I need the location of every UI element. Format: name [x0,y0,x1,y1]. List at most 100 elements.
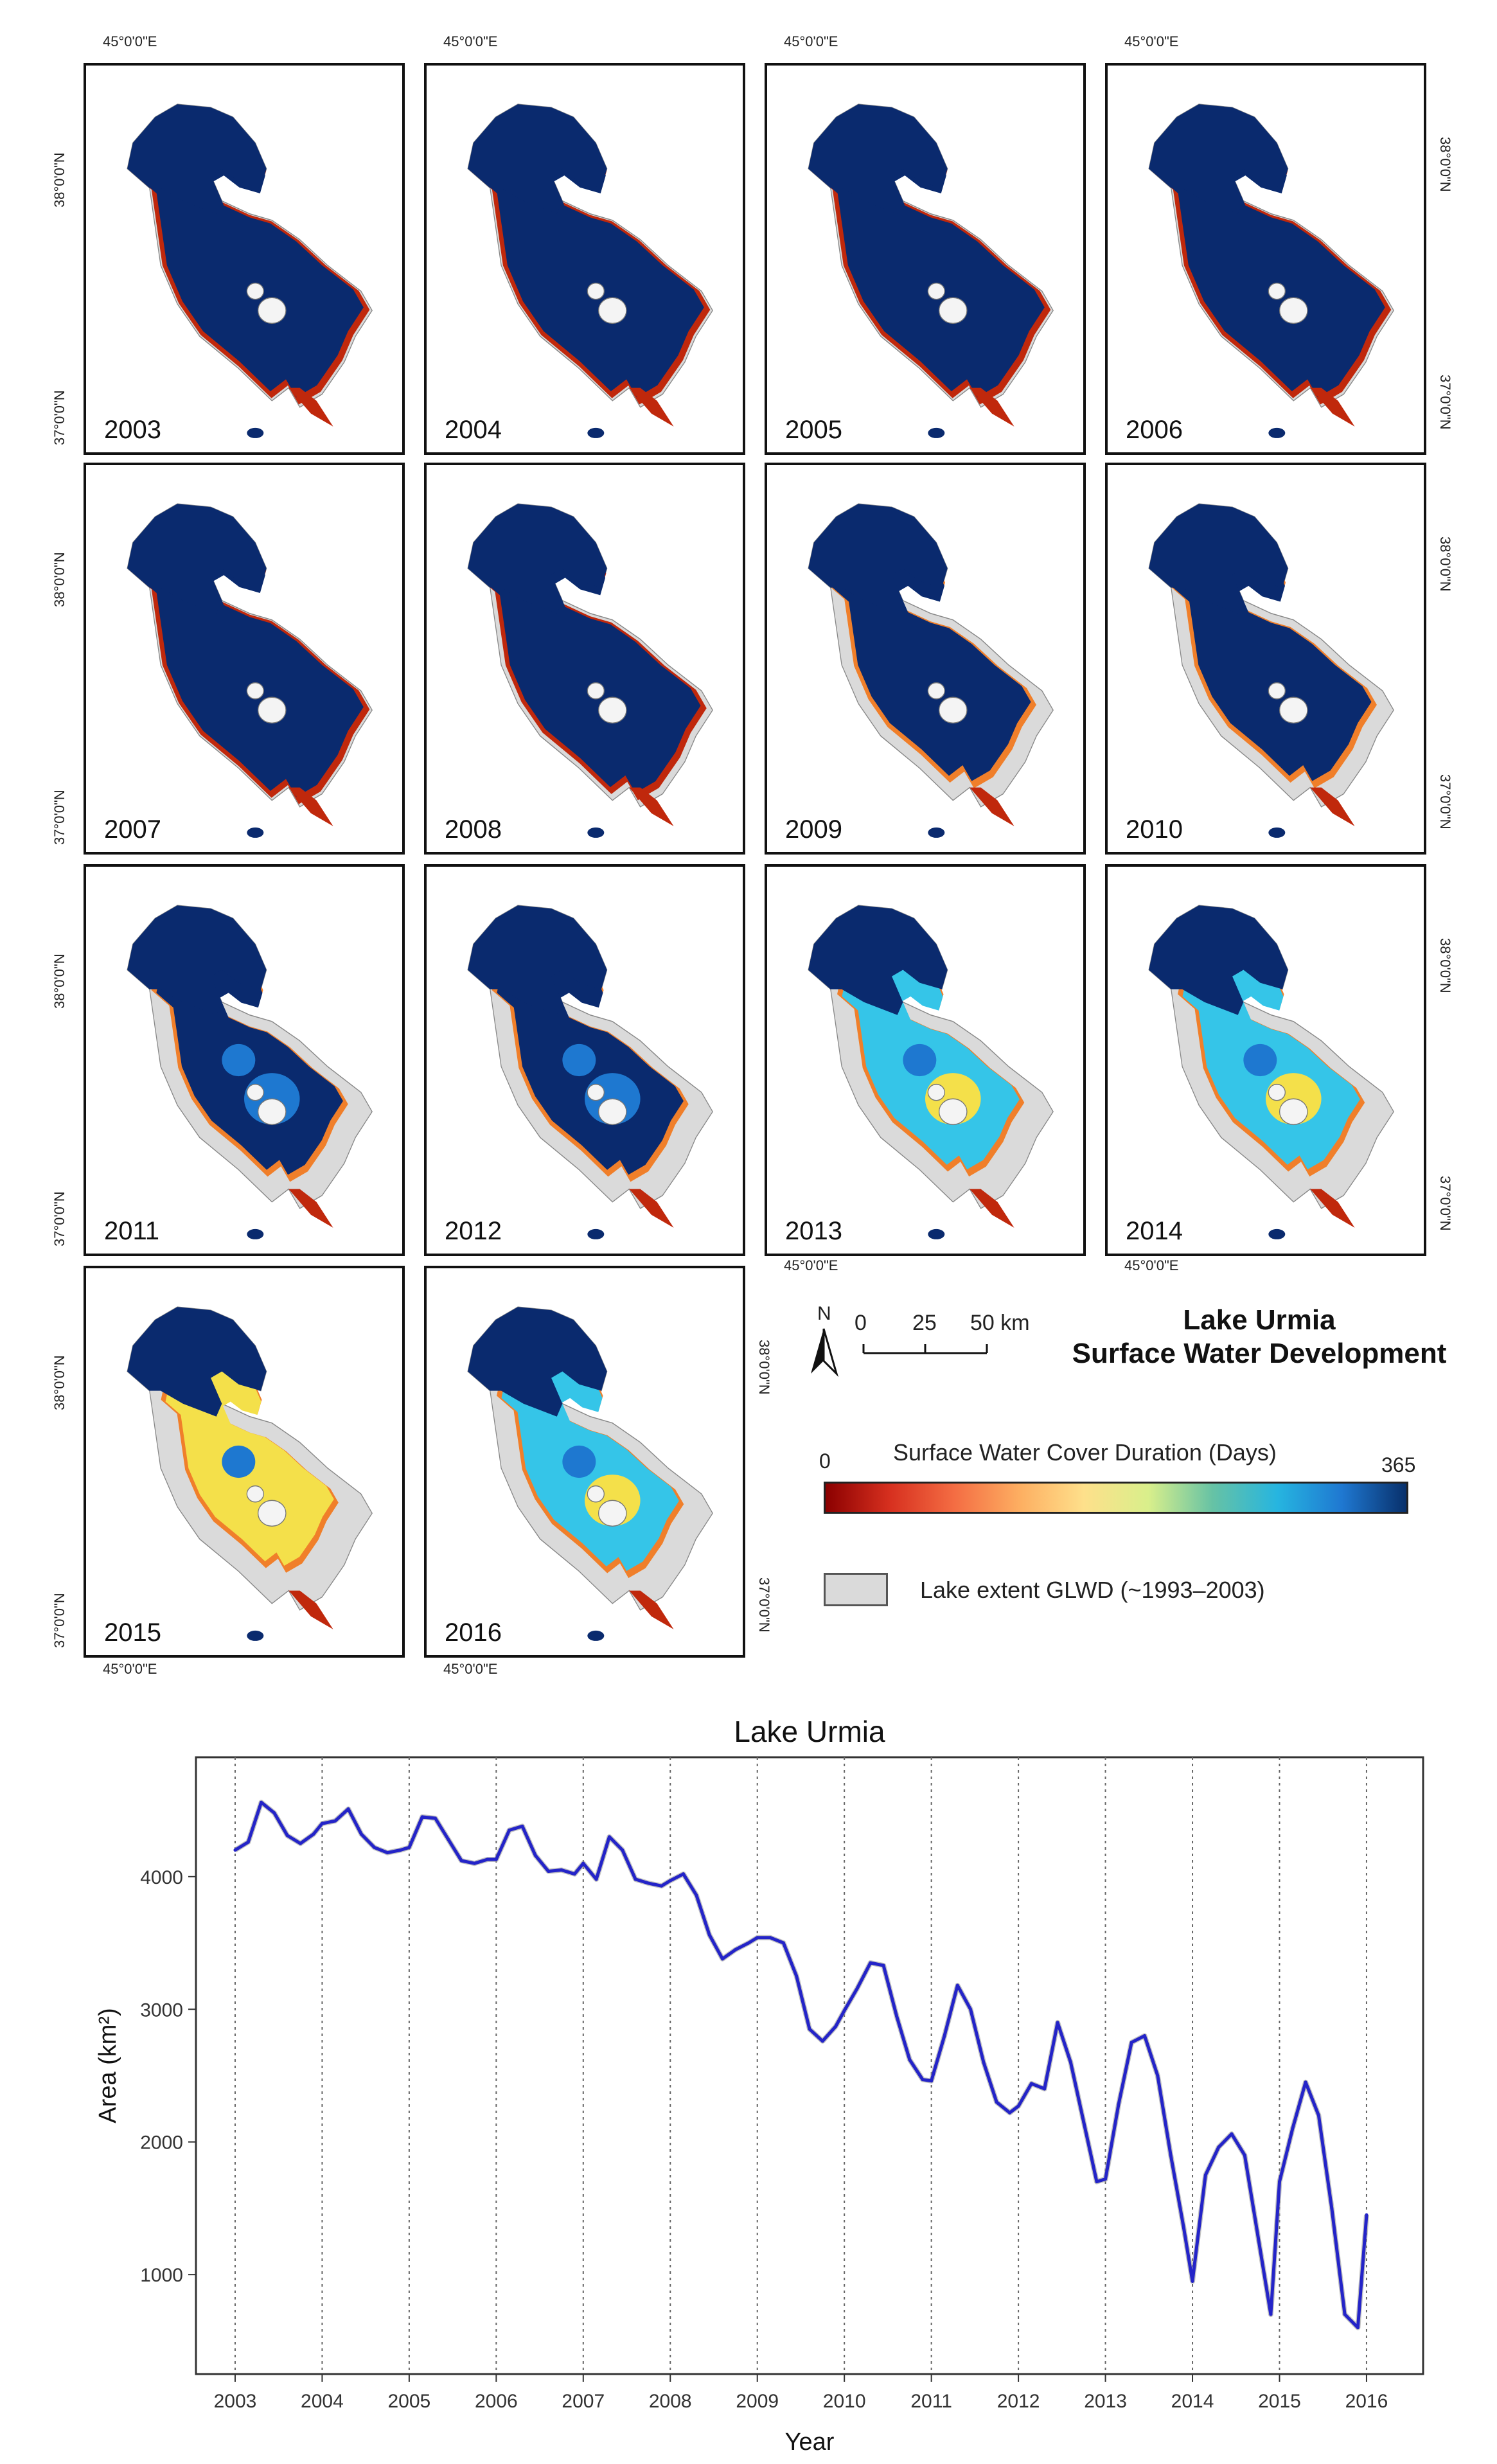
data-point [1230,2132,1234,2136]
data-point [520,1824,524,1828]
map-panel-2016: 2016 [424,1266,745,1658]
map-panel-2004: 2004 [424,63,745,455]
data-point [1117,2103,1121,2107]
map-title-2: Surface Water Development [1072,1338,1447,1369]
lat-label-left: 37°0'0"N [51,390,67,445]
x-tick-label: 2016 [1345,2391,1388,2412]
lake-map-2011 [127,905,373,1239]
data-point [359,1832,363,1836]
data-point [547,1870,551,1874]
data-point [1291,2127,1295,2131]
data-point [320,1821,324,1825]
data-point [1056,2021,1059,2025]
lat-label-right: 37°0'0"N [1437,774,1453,829]
x-tick-label: 2003 [214,2391,257,2412]
data-point [1043,2087,1047,2091]
lon-label-top: 45°0'0"E [103,33,157,49]
x-tick-label: 2015 [1258,2391,1301,2412]
y-tick-label: 1000 [140,2265,183,2286]
data-point [1256,2233,1260,2237]
data-point [1365,2213,1369,2217]
data-point [995,2100,998,2104]
panel-year-label: 2009 [785,815,842,844]
lon-label-bottom: 45°0'0"E [103,1661,157,1677]
data-point [756,1936,759,1940]
north-arrow-icon [811,1328,839,1378]
lat-label-left: 37°0'0"N [51,1593,67,1648]
map-panel-2007: 2007 [84,463,405,855]
lake-map-2007 [127,503,373,838]
data-point [346,1807,350,1811]
data-point [1008,2111,1012,2114]
data-point [1129,2041,1133,2044]
data-point [695,1893,698,1897]
lat-label-right: 38°0'0"N [1437,137,1453,192]
data-point [1016,2104,1020,2108]
data-point [607,1835,611,1839]
lat-label-right: 38°0'0"N [1437,536,1453,592]
legend-min: 0 [819,1449,831,1473]
data-point [494,1857,498,1861]
plot-frame [195,1756,1424,2375]
y-axis-label: Area (km²) [94,2008,121,2123]
lat-label-left: 38°0'0"N [51,1355,67,1410]
map-title-1: Lake Urmia [1183,1304,1336,1336]
data-point [508,1829,511,1832]
panel-year-label: 2010 [1126,815,1183,844]
panel-year-label: 2004 [445,416,502,444]
data-point [299,1841,303,1845]
map-panel-2005: 2005 [765,63,1086,455]
data-point [856,1986,860,1990]
x-tick-label: 2014 [1171,2391,1214,2412]
panel-year-label: 2007 [104,815,161,844]
data-point [834,2025,838,2028]
x-axis-label: Year [785,2429,835,2456]
data-point [472,1861,476,1865]
lat-label-right: 37°0'0"N [1437,1176,1453,1231]
data-point [1356,2326,1360,2330]
data-point [795,1974,799,1978]
map-panel-2010: 2010 [1105,463,1426,855]
data-point [1082,2120,1086,2124]
data-point [1095,2180,1099,2184]
map-panel-2014: 2014 [1105,864,1426,1256]
x-tick-label: 2007 [562,2391,605,2412]
x-tick-label: 2011 [910,2391,952,2412]
area-series-line [234,1800,1369,2330]
north-arrow: N [808,1303,847,1380]
x-tick-label: 2009 [736,2391,779,2412]
lake-map-2016 [467,1306,713,1641]
map-panel-2011: 2011 [84,864,405,1256]
map-panel-2009: 2009 [765,463,1086,855]
data-point [633,1877,637,1881]
lat-label-right: 37°0'0"N [756,1577,772,1633]
scale-bar: 0 25 50 km [855,1311,1030,1362]
data-point [1203,2173,1207,2177]
chart-title: Lake Urmia [734,1715,885,1748]
legend-extent-swatch [824,1573,888,1606]
data-point [768,1936,772,1940]
data-point [621,1848,624,1852]
lake-map-2005 [808,103,1054,438]
panel-year-label: 2003 [104,416,161,444]
data-point [572,1872,576,1876]
data-point [908,2058,912,2062]
data-point [285,1834,289,1838]
data-point [1330,2206,1334,2210]
data-point [459,1859,463,1863]
data-point [398,1848,402,1852]
lake-map-2006 [1148,103,1394,438]
lake-map-2015 [127,1306,373,1641]
map-panel-2006: 2006 [1105,63,1426,455]
lat-label-left: 37°0'0"N [51,1191,67,1246]
legend-title: Surface Water Cover Duration (Days) [893,1439,1277,1466]
y-tick-label: 3000 [140,1999,183,2021]
area-chart: Lake Urmia 2003 2004 2005 2006 2007 2008 2009 20… [94,1715,1424,2456]
data-point [1343,2312,1347,2316]
x-tick-label: 2010 [823,2391,866,2412]
data-point [721,1957,725,1961]
lat-label-right: 37°0'0"N [1437,375,1453,430]
legend-extent-label: Lake extent GLWD (~1993–2003) [920,1577,1265,1603]
lon-label-top: 45°0'0"E [443,33,498,49]
data-point [581,1861,585,1865]
